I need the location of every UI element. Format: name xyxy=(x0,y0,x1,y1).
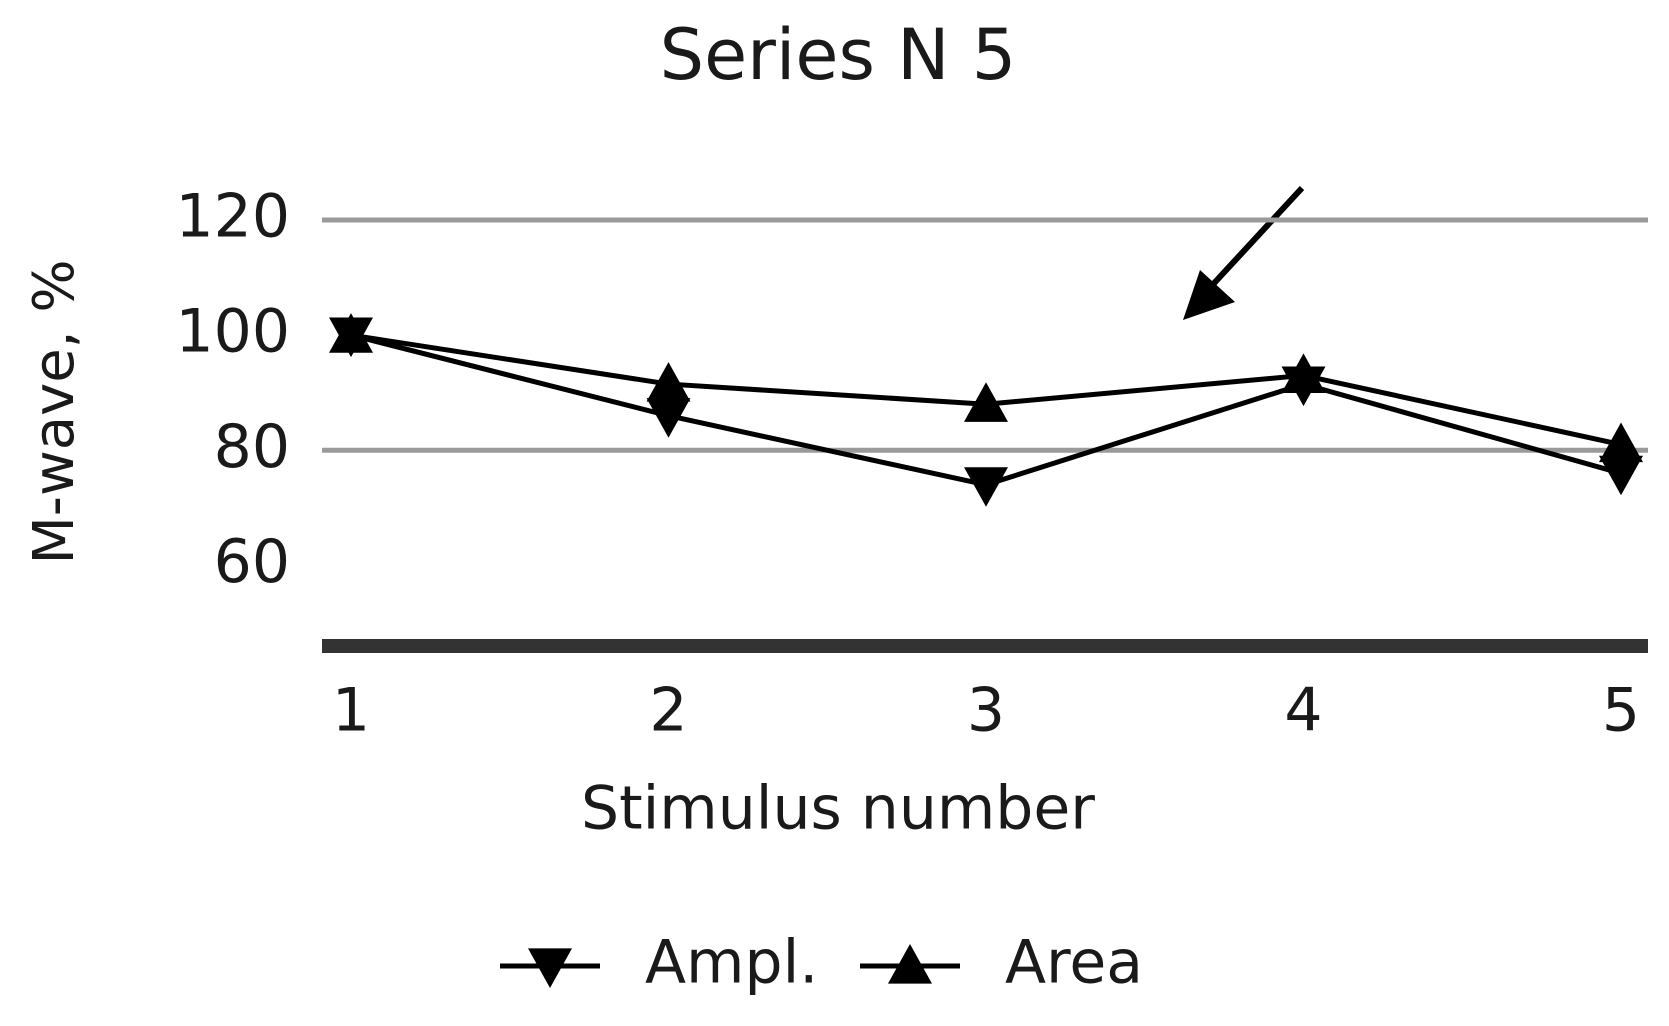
x-tick-label: 5 xyxy=(1602,676,1640,746)
y-tick-label: 60 xyxy=(214,527,290,597)
data-point xyxy=(964,382,1008,422)
x-axis-label: Stimulus number xyxy=(581,774,1095,844)
x-tick-label: 4 xyxy=(1284,676,1322,746)
data-point xyxy=(646,362,691,402)
y-tick-label: 80 xyxy=(214,412,290,482)
annotation-arrow xyxy=(1183,185,1305,320)
y-axis-label: M-wave, % xyxy=(22,259,87,564)
data-point xyxy=(1599,455,1643,496)
data-point xyxy=(329,313,373,353)
x-tick-label: 3 xyxy=(967,676,1005,746)
y-tick-label: 100 xyxy=(175,297,290,367)
legend-marker xyxy=(528,948,572,988)
data-point xyxy=(1599,422,1643,463)
data-point xyxy=(646,398,691,438)
legend-marker xyxy=(888,944,932,984)
y-tick-label: 120 xyxy=(175,182,290,252)
data-point xyxy=(964,467,1008,507)
data-point xyxy=(1281,353,1326,394)
chart-title: Series N 5 xyxy=(660,14,1017,96)
legend-label: Area xyxy=(1005,928,1143,998)
legend-label: Ampl. xyxy=(645,928,818,998)
x-tick-label: 2 xyxy=(649,676,687,746)
x-tick-label: 1 xyxy=(332,676,370,746)
